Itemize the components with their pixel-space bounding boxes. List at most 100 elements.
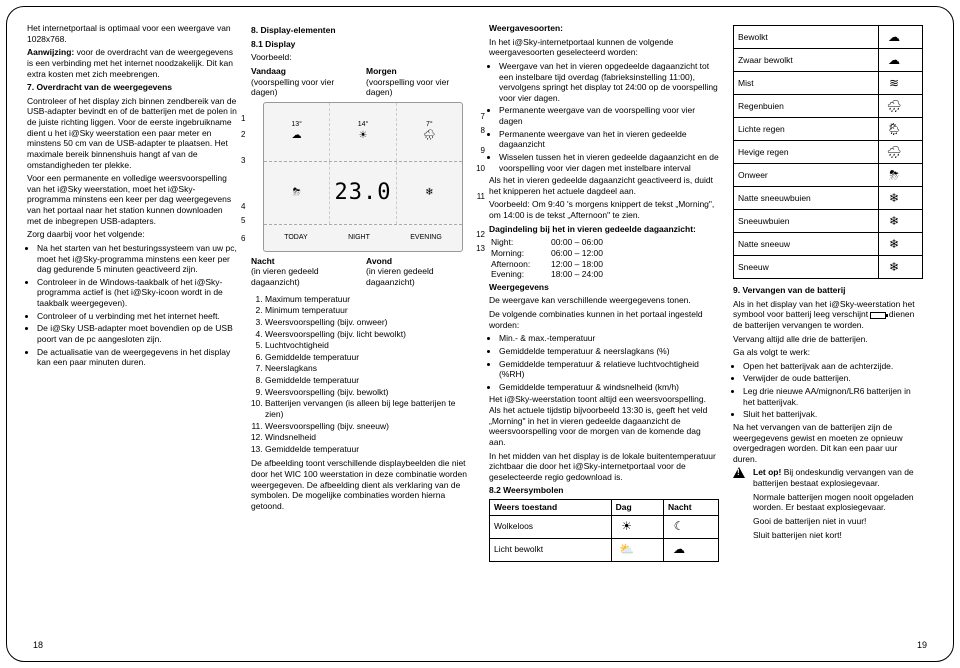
- sec9-p2: Vervang altijd alle drie de batterijen.: [733, 334, 923, 345]
- list-item: Windsnelheid: [265, 432, 475, 443]
- label-nacht-sub: (in vieren gedeeld dagaanzicht): [251, 266, 360, 287]
- page-number-right: 19: [917, 640, 927, 651]
- fig-temp: 14°: [358, 121, 369, 130]
- list-item: Gemiddelde temperatuur & relatieve lucht…: [499, 359, 719, 380]
- soorten-bullets: Weergave van het in vieren opgedeelde da…: [499, 61, 719, 173]
- heading-dagindeling: Dagindeling bij het in vieren gedeelde d…: [489, 224, 719, 235]
- column-1: Het internetportaal is optimaal voor een…: [27, 23, 237, 637]
- sec7-p1: Controleer of het display zich binnen ze…: [27, 96, 237, 170]
- label-avond-sub: (in vieren gedeeld dagaanzicht): [366, 266, 475, 287]
- list-item: Weersvoorspelling (bijv. licht bewolkt): [265, 329, 475, 340]
- column-3: Weergavesoorten: In het i@Sky-internetpo…: [489, 23, 719, 637]
- fig-main-temp: 23.0: [335, 179, 392, 207]
- table-row: Lichte regen🌦: [734, 118, 923, 141]
- weather-icon: ≋: [883, 74, 905, 92]
- weer-p6: In het midden van het display is de loka…: [489, 451, 719, 483]
- list-item: Controleer in de Windows-taakbalk of het…: [37, 277, 237, 309]
- heading-7: 7. Overdracht van de weergegevens: [27, 82, 237, 93]
- soorten-p2: Voorbeeld: Om 9:40 's morgens knippert d…: [489, 199, 719, 220]
- sec9-bullets: Open het batterijvak aan de achterzijde.…: [743, 361, 923, 420]
- sec7-bullets: Na het starten van het besturingssysteem…: [37, 243, 237, 368]
- td: Hevige regen: [734, 141, 879, 164]
- label-vandaag-sub: (voorspelling voor vier dagen): [251, 77, 360, 98]
- td: 🌧: [879, 95, 923, 118]
- td: ☀: [611, 515, 663, 538]
- td: 🌦: [879, 118, 923, 141]
- table-row: Wolkeloos ☀ ☾: [490, 515, 719, 538]
- sec9-p1: Als in het display van het i@Sky-weersta…: [733, 299, 923, 331]
- list-item: Gemiddelde temperatuur: [265, 444, 475, 455]
- list-item: Batterijen vervangen (is alleen bij lege…: [265, 398, 475, 419]
- td: ☁: [879, 49, 923, 72]
- td: Bewolkt: [734, 26, 879, 49]
- legend-num: 9: [481, 146, 485, 156]
- heading-8: 8. Display-elementen: [251, 25, 475, 36]
- warn-line: Sluit batterijen niet kort!: [753, 530, 923, 541]
- table-row: Natte sneeuwbuien❄: [734, 187, 923, 210]
- warn-label: Let op!: [753, 467, 781, 477]
- list-item: Leg drie nieuwe AA/mignon/LR6 batterijen…: [743, 386, 923, 407]
- list-item: Gemiddelde temperatuur: [265, 352, 475, 363]
- legend-tail: De afbeelding toont verschillende displa…: [251, 458, 475, 511]
- td: Regenbuien: [734, 95, 879, 118]
- list-item: Maximum temperatuur: [265, 294, 475, 305]
- td: ❄: [879, 233, 923, 256]
- list-item: Weersvoorspelling (bijv. bewolkt): [265, 387, 475, 398]
- sun-icon: ☀: [616, 518, 638, 536]
- legend-num: 10: [476, 164, 485, 174]
- list-item: Wisselen tussen het in vieren gedeelde d…: [499, 152, 719, 173]
- legend-num: 6: [241, 234, 245, 244]
- time-val: 12:00 – 18:00: [551, 259, 603, 270]
- storm-icon: ⛈: [293, 187, 301, 200]
- table-row: Regenbuien🌧: [734, 95, 923, 118]
- td: Wolkeloos: [490, 515, 612, 538]
- heading-9: 9. Vervangen van de batterij: [733, 285, 923, 296]
- legend-num: 8: [481, 126, 485, 136]
- list-item: Sluit het batterijvak.: [743, 409, 923, 420]
- list-item: Gemiddelde temperatuur: [265, 375, 475, 386]
- td: ☁: [663, 538, 718, 561]
- weer-p3: De weergave kan verschillende weergegeve…: [489, 295, 719, 306]
- td: Natte sneeuwbuien: [734, 187, 879, 210]
- sec7-p3: Zorg daarbij voor het volgende:: [27, 229, 237, 240]
- warning-block: Let op! Bij ondeskundig vervangen van de…: [733, 467, 923, 543]
- page-number-left: 18: [33, 640, 43, 651]
- legend-num: 1: [241, 114, 245, 124]
- legend-num: 12: [476, 230, 485, 240]
- table-row: Mist≋: [734, 72, 923, 95]
- page-frame: Het internetportaal is optimaal voor een…: [6, 6, 954, 662]
- table-row: Hevige regen🌧: [734, 141, 923, 164]
- th: Nacht: [663, 500, 718, 516]
- weather-icon: 🌧: [883, 143, 905, 161]
- list-item: Controleer of u verbinding met het inter…: [37, 311, 237, 322]
- time-key: Evening:: [491, 269, 551, 280]
- th: Dag: [611, 500, 663, 516]
- column-4: Bewolkt☁ Zwaar bewolkt☁ Mist≋ Regenbuien…: [733, 23, 923, 637]
- list-item: Gemiddelde temperatuur & neerslagkans (%…: [499, 346, 719, 357]
- fig-temp: 13°: [291, 121, 302, 130]
- list-item: Gemiddelde temperatuur & windsnelheid (k…: [499, 382, 719, 393]
- fig-label: NIGHT: [348, 234, 370, 243]
- weather-icon: ❄: [883, 235, 905, 253]
- sun-icon: ☀: [359, 130, 368, 143]
- fig-label: EVENING: [410, 234, 442, 243]
- td: 🌧: [879, 141, 923, 164]
- time-key: Night:: [491, 237, 551, 248]
- weather-icon: ☁: [883, 28, 905, 46]
- list-item: Weersvoorspelling (bijv. onweer): [265, 317, 475, 328]
- legend-num: 2: [241, 130, 245, 140]
- list-item: Min.- & max.-temperatuur: [499, 333, 719, 344]
- weer-bullets: Min.- & max.-temperatuur Gemiddelde temp…: [499, 333, 719, 392]
- legend-num: 3: [241, 156, 245, 166]
- legend-num: 13: [476, 244, 485, 254]
- weather-icon: ☁: [883, 51, 905, 69]
- intro-warning: Aanwijzing: voor de overdracht van de we…: [27, 47, 237, 79]
- legend-num: 7: [481, 112, 485, 122]
- td: ⛈: [879, 164, 923, 187]
- list-item: Permanente weergave van de voorspelling …: [499, 105, 719, 126]
- td: ⛅: [611, 538, 663, 561]
- table-row: Natte sneeuw❄: [734, 233, 923, 256]
- list-item: Neerslagkans: [265, 363, 475, 374]
- weer-p4: De volgende combinaties kunnen in het po…: [489, 309, 719, 330]
- table-row: Onweer⛈: [734, 164, 923, 187]
